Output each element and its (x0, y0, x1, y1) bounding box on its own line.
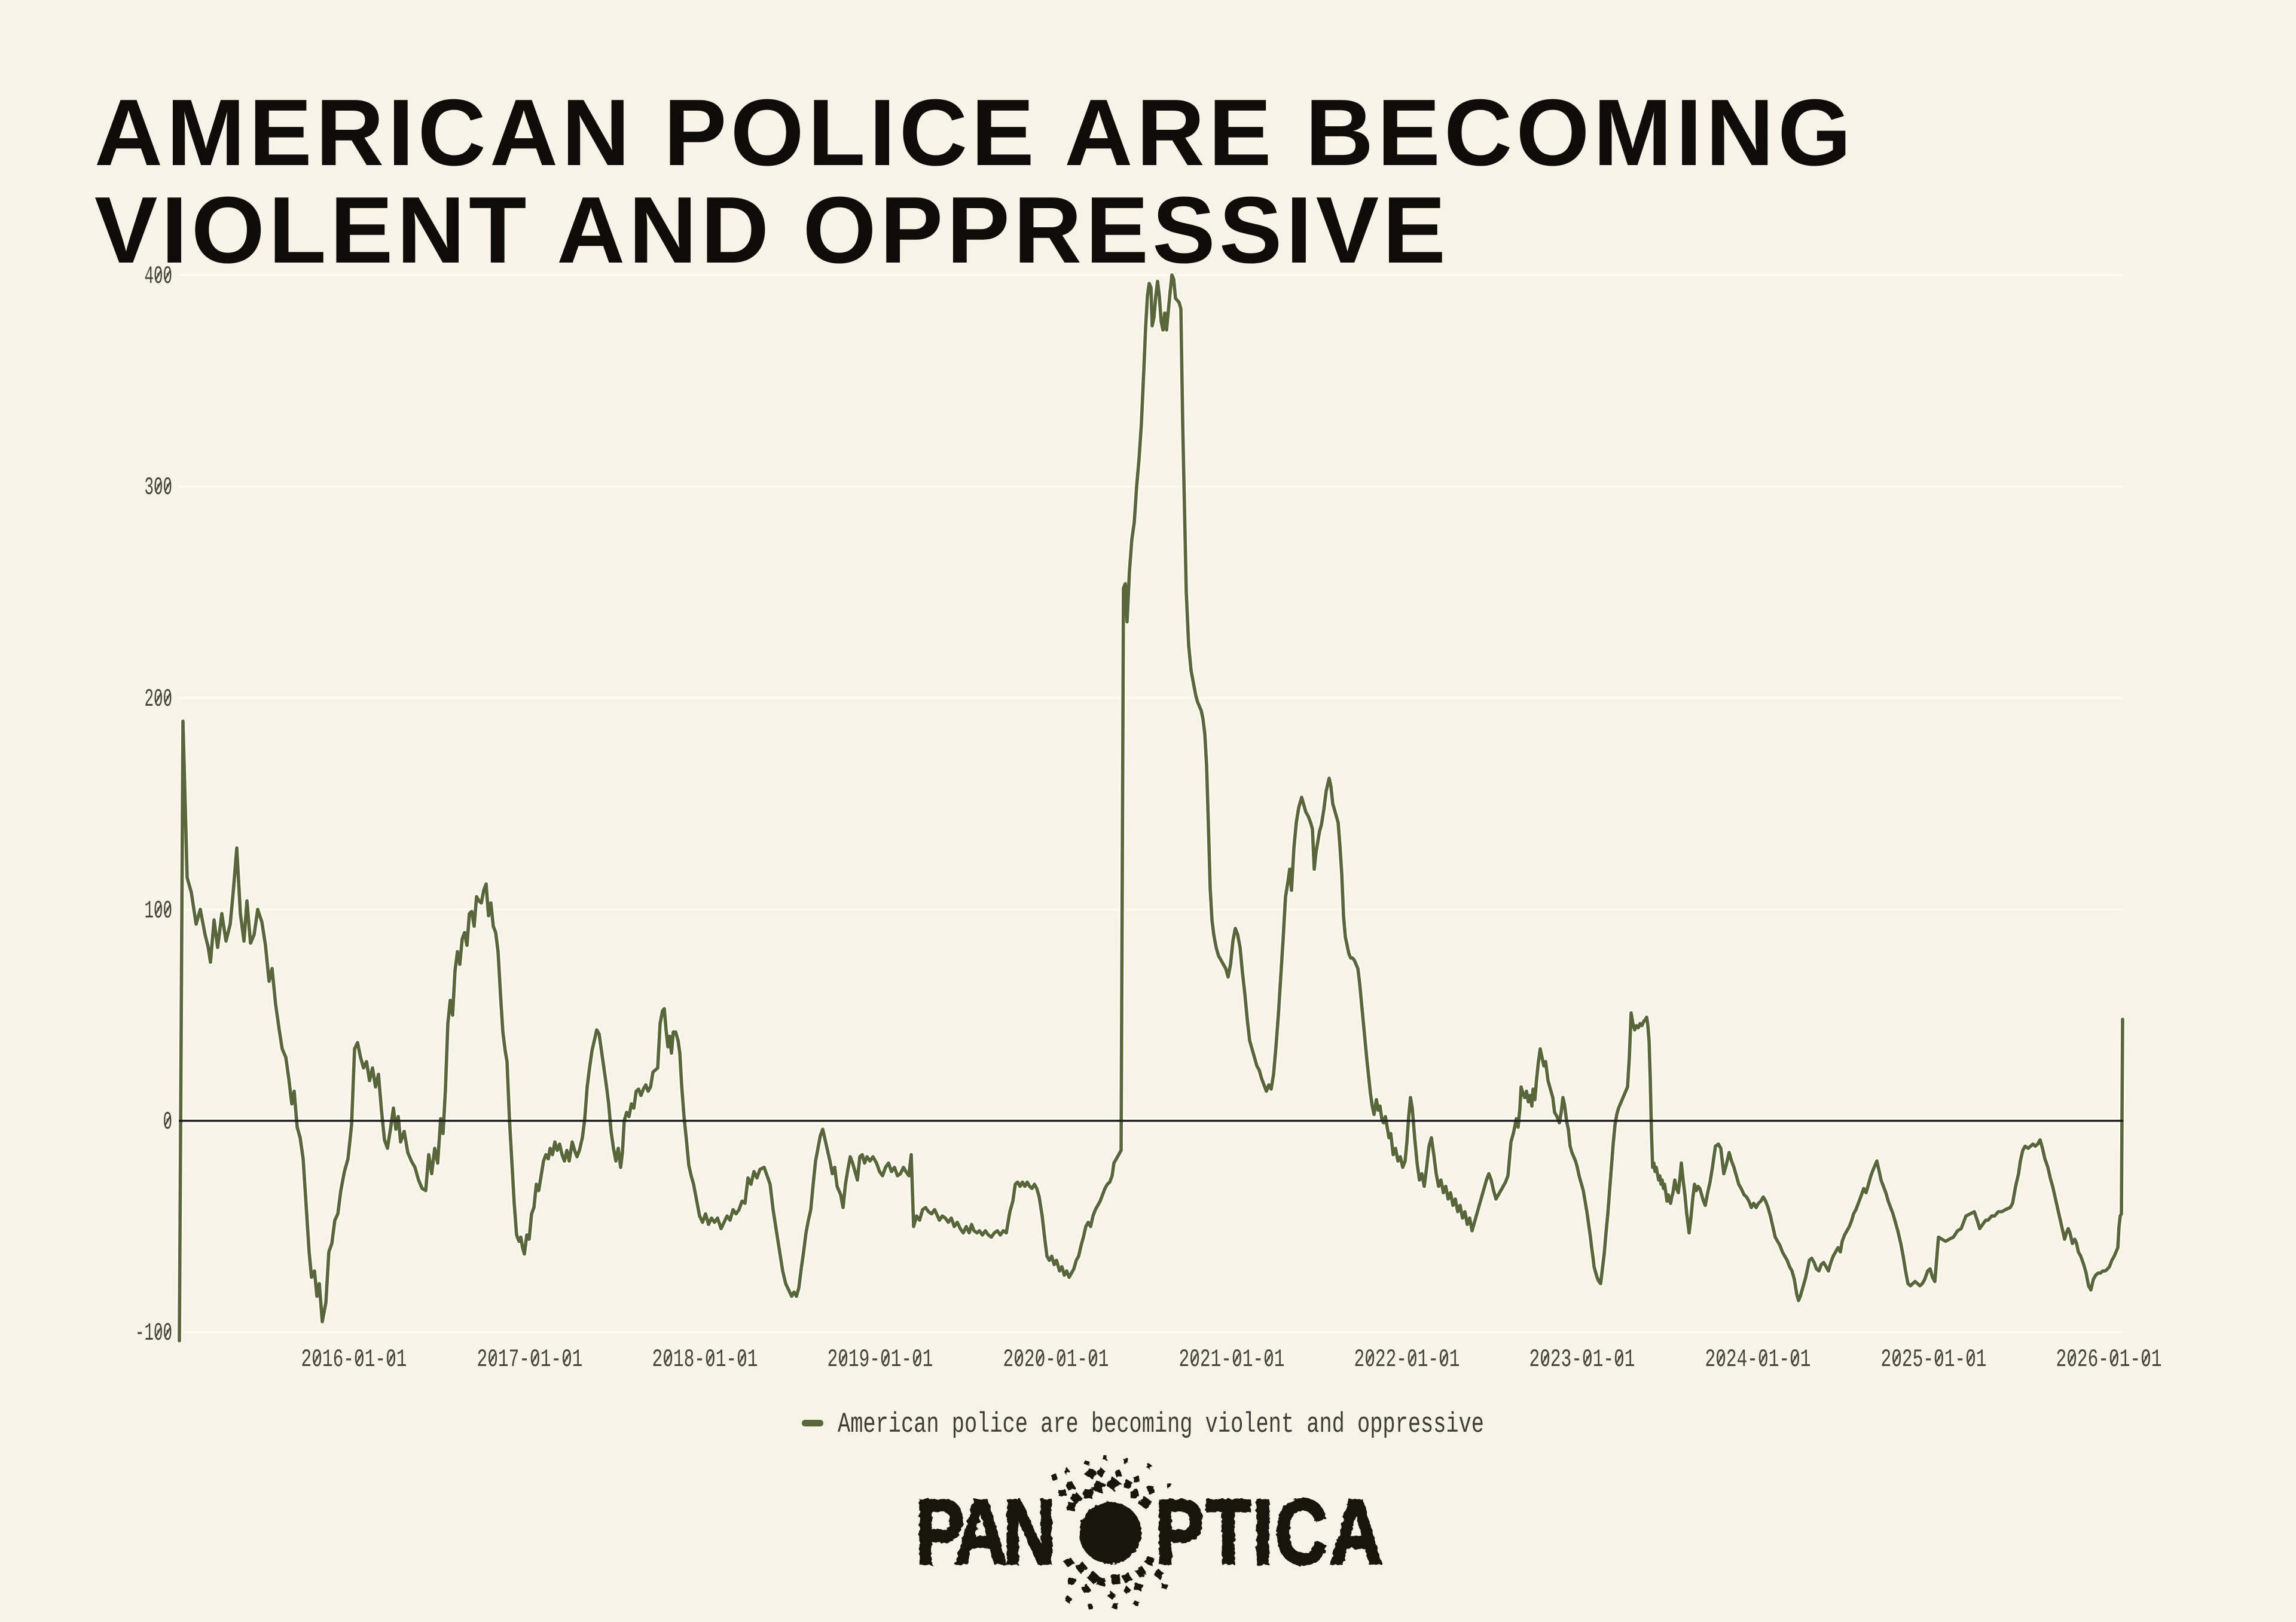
svg-text:2025-01-01: 2025-01-01 (1881, 1345, 1987, 1374)
svg-text:2020-01-01: 2020-01-01 (1003, 1345, 1109, 1374)
svg-text:2019-01-01: 2019-01-01 (828, 1345, 933, 1374)
svg-text:PTICA: PTICA (1155, 1481, 1384, 1583)
svg-text:2016-01-01: 2016-01-01 (301, 1345, 407, 1374)
svg-text:2018-01-01: 2018-01-01 (652, 1345, 758, 1374)
svg-text:PAN: PAN (915, 1481, 1052, 1583)
svg-text:2023-01-01: 2023-01-01 (1529, 1345, 1635, 1374)
svg-text:2017-01-01: 2017-01-01 (477, 1345, 583, 1374)
svg-text:2026-01-01: 2026-01-01 (2056, 1345, 2162, 1374)
svg-text:2022-01-01: 2022-01-01 (1354, 1345, 1460, 1374)
svg-text:2024-01-01: 2024-01-01 (1705, 1345, 1811, 1374)
svg-text:2021-01-01: 2021-01-01 (1179, 1345, 1285, 1374)
svg-text:American police are becoming v: American police are becoming violent and… (838, 1409, 1484, 1441)
svg-text:-100: -100 (135, 1319, 172, 1347)
